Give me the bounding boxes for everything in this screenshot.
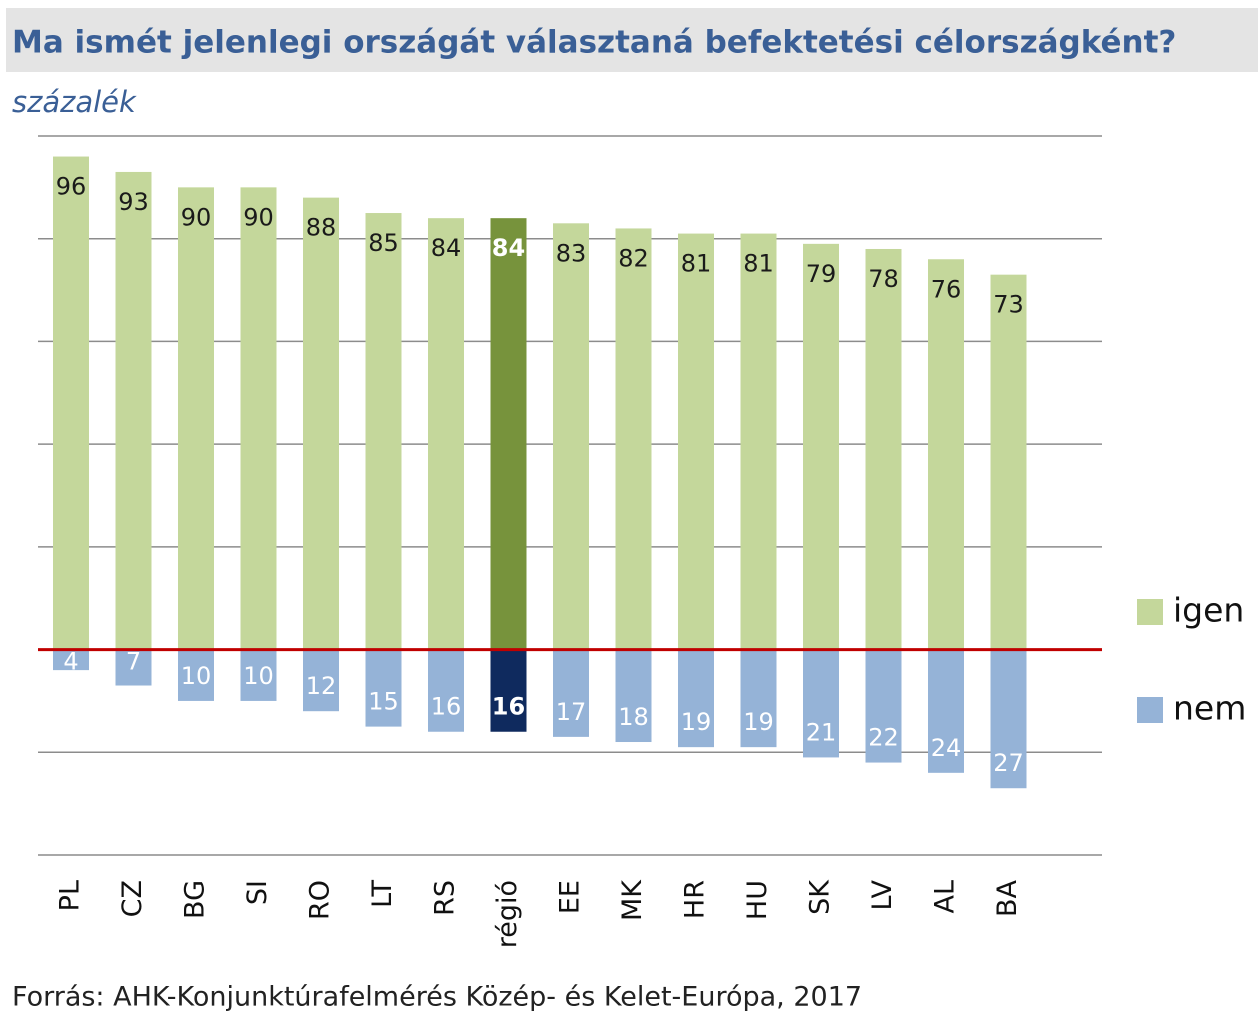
legend-swatch [1137, 697, 1163, 723]
x-tick-label: régió [492, 880, 523, 948]
bar [178, 187, 214, 650]
bar [240, 187, 277, 650]
bar [428, 218, 464, 650]
bar [240, 649, 277, 701]
bar [803, 243, 839, 650]
data-label: 78 [868, 265, 899, 293]
chart-title: Ma ismét jelenlegi országát választaná b… [12, 25, 1176, 61]
x-tick-label: BG [180, 880, 211, 919]
data-label: 17 [556, 698, 587, 726]
bar [740, 649, 777, 748]
source: Forrás: AHK-Konjunktúrafelmérés Közép- é… [12, 982, 862, 1013]
data-label: 93 [118, 188, 149, 216]
legend-swatch [1137, 599, 1163, 625]
bar [615, 649, 652, 743]
bar [740, 233, 777, 650]
x-tick-label: AL [930, 880, 961, 914]
data-label: 82 [618, 244, 649, 272]
data-label: 19 [681, 708, 712, 736]
data-label: 4 [63, 648, 78, 676]
data-label: 27 [993, 749, 1024, 777]
bar [303, 649, 339, 712]
bar [990, 274, 1027, 650]
data-label: 85 [368, 229, 399, 257]
data-label: 81 [743, 250, 774, 278]
bar [678, 649, 714, 748]
data-label: 76 [931, 275, 962, 303]
x-tick-label: SK [805, 879, 836, 915]
x-tick-label: HR [680, 880, 711, 919]
x-tick-label: EE [555, 880, 586, 914]
data-label: 81 [681, 250, 712, 278]
bar [553, 223, 589, 650]
data-label: 83 [556, 239, 587, 267]
bar [115, 649, 152, 686]
bar [178, 649, 214, 701]
x-tick-label: CZ [117, 880, 148, 917]
data-label: 22 [868, 724, 899, 752]
data-label: 73 [993, 291, 1024, 319]
bar [553, 649, 589, 737]
subtitle: százalék [12, 85, 137, 119]
data-label: 88 [306, 214, 337, 242]
x-tick-label: BA [992, 879, 1023, 917]
bar [928, 649, 964, 773]
title-band [6, 8, 1258, 72]
data-label: 16 [431, 693, 462, 721]
data-label: 10 [243, 662, 274, 690]
data-label: 15 [368, 688, 399, 716]
legend-label: igen [1173, 591, 1244, 630]
bar [803, 649, 839, 758]
bar [490, 218, 527, 650]
x-tick-label: PL [55, 880, 86, 911]
data-label: 79 [806, 260, 837, 288]
x-tick-label: MK [617, 879, 648, 921]
bar [428, 649, 464, 732]
bar [865, 248, 902, 650]
bar [865, 649, 902, 763]
data-label: 16 [492, 693, 525, 721]
bar [365, 213, 402, 650]
bar [615, 228, 652, 650]
bar [928, 259, 964, 650]
data-label: 10 [181, 662, 212, 690]
legend-label: nem [1173, 689, 1246, 728]
bar [990, 649, 1027, 789]
data-label: 90 [243, 203, 274, 231]
bar [115, 171, 152, 650]
data-label: 18 [618, 703, 649, 731]
data-label: 96 [56, 173, 87, 201]
bar [365, 649, 402, 727]
bar [53, 649, 89, 671]
data-label: 84 [431, 234, 462, 262]
data-label: 90 [181, 203, 212, 231]
data-label: 7 [126, 648, 141, 676]
data-label: 12 [306, 672, 337, 700]
bar [490, 649, 527, 732]
x-tick-label: HU [742, 880, 773, 920]
x-tick-label: RO [305, 880, 336, 920]
data-label: 84 [492, 234, 525, 262]
x-tick-label: RS [430, 880, 461, 916]
x-tick-label: LT [367, 880, 398, 908]
x-tick-label: SI [242, 880, 273, 905]
bar [303, 197, 339, 650]
bar [53, 156, 89, 650]
data-label: 19 [743, 708, 774, 736]
data-label: 24 [931, 734, 962, 762]
data-label: 21 [806, 718, 837, 746]
bar [678, 233, 714, 650]
x-tick-label: LV [867, 879, 898, 910]
